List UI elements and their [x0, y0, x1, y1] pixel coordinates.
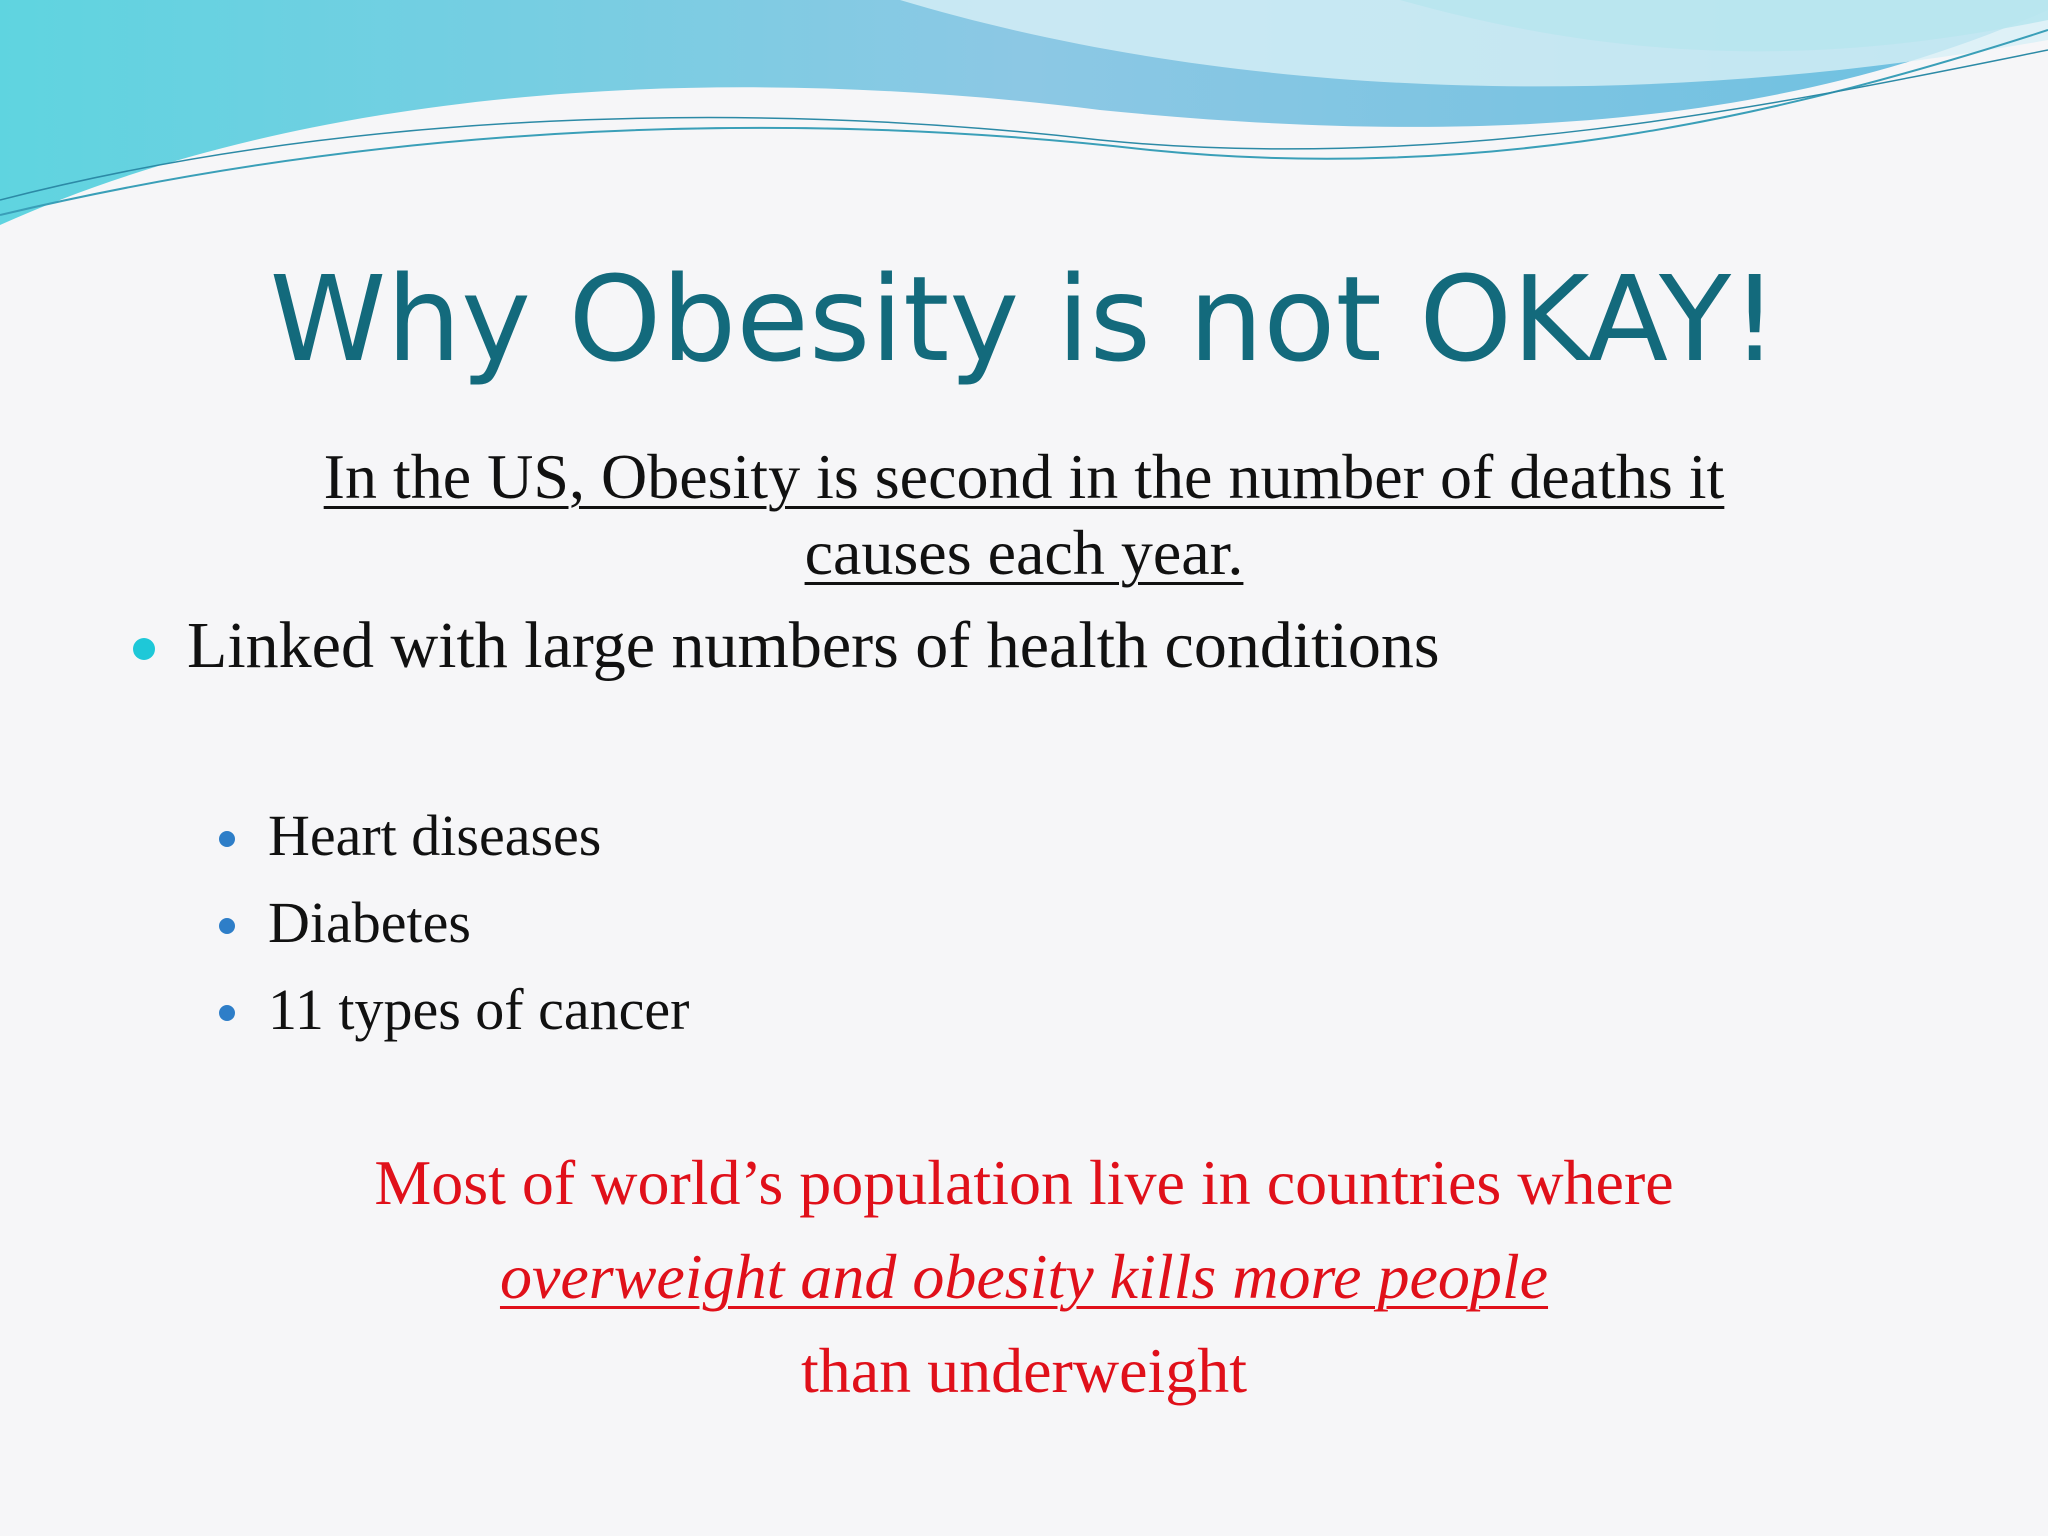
slide-title: Why Obesity is not OKAY!	[269, 250, 1779, 388]
sub-bullet-dot	[219, 831, 235, 847]
bullet-text: Linked with large numbers of health cond…	[187, 609, 1440, 682]
bullet-dot	[133, 638, 155, 660]
sub-bullet-dot	[219, 1005, 235, 1021]
subtitle-line: In the US, Obesity is second in the numb…	[323, 441, 1725, 512]
sub-bullet-dot	[219, 918, 235, 934]
note-line: than underweight	[800, 1335, 1248, 1406]
sub-bullet-text: 11 types of cancer	[268, 977, 690, 1042]
subtitle-line: causes each year.	[804, 517, 1244, 588]
sub-bullet-text: Diabetes	[268, 890, 471, 955]
sub-bullet-text: Heart diseases	[268, 803, 602, 868]
note-line: Most of world’s population live in count…	[374, 1147, 1674, 1218]
note-line: overweight and obesity kills more people	[499, 1241, 1549, 1312]
header-wave	[0, 0, 2048, 225]
